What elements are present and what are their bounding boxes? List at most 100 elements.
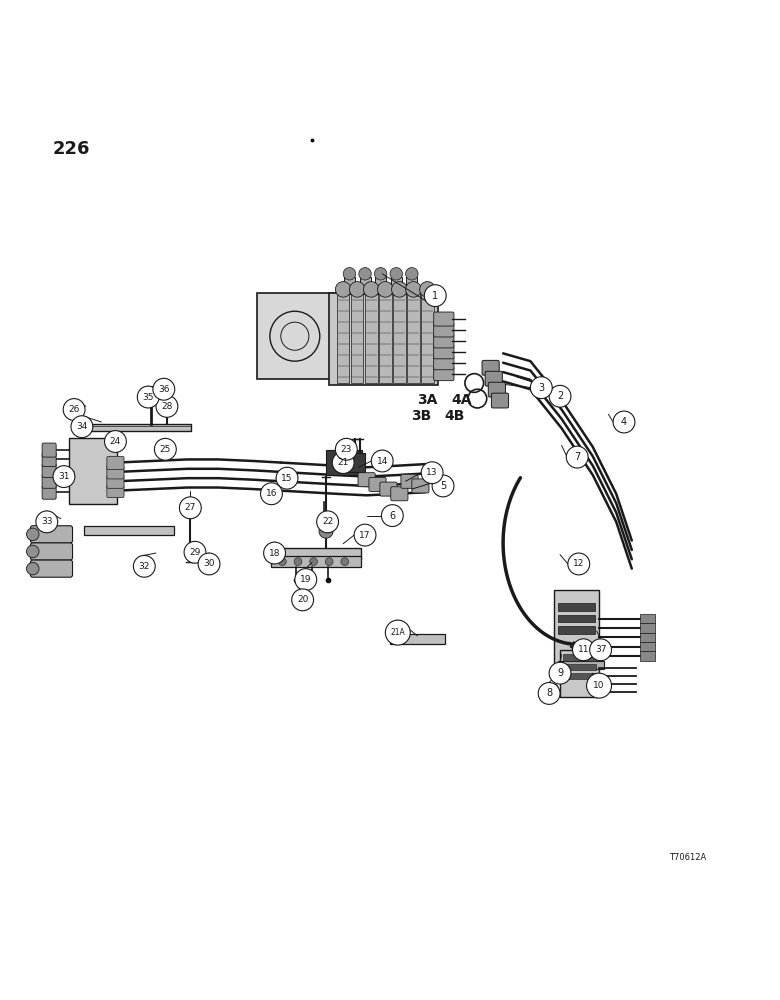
Text: 18: 18 <box>269 549 280 558</box>
Circle shape <box>179 497 201 519</box>
Text: 29: 29 <box>190 548 200 557</box>
FancyBboxPatch shape <box>407 294 420 383</box>
Text: 37: 37 <box>595 645 606 654</box>
Circle shape <box>133 555 155 577</box>
FancyBboxPatch shape <box>563 673 596 679</box>
FancyBboxPatch shape <box>434 334 454 348</box>
FancyBboxPatch shape <box>69 438 117 504</box>
Text: 11: 11 <box>578 645 589 654</box>
FancyBboxPatch shape <box>421 294 434 383</box>
FancyBboxPatch shape <box>640 633 655 642</box>
Text: 5: 5 <box>440 481 446 491</box>
FancyBboxPatch shape <box>393 294 406 383</box>
Text: 14: 14 <box>377 456 388 466</box>
FancyBboxPatch shape <box>271 548 361 558</box>
Text: 28: 28 <box>161 402 172 411</box>
Text: 19: 19 <box>300 575 311 584</box>
FancyBboxPatch shape <box>391 487 408 501</box>
Circle shape <box>341 558 349 566</box>
Text: 36: 36 <box>158 385 169 394</box>
Circle shape <box>432 475 454 497</box>
Text: 32: 32 <box>139 562 150 571</box>
Text: 4A: 4A <box>452 393 472 407</box>
Text: 25: 25 <box>160 445 171 454</box>
FancyBboxPatch shape <box>558 615 595 622</box>
Text: 20: 20 <box>297 595 308 604</box>
Text: 3B: 3B <box>411 409 431 423</box>
Circle shape <box>613 411 635 433</box>
FancyBboxPatch shape <box>412 479 429 493</box>
Text: 7: 7 <box>574 452 580 462</box>
FancyBboxPatch shape <box>485 371 502 386</box>
FancyBboxPatch shape <box>375 277 386 294</box>
Circle shape <box>549 385 571 407</box>
Text: 33: 33 <box>41 517 52 526</box>
FancyBboxPatch shape <box>342 453 365 472</box>
Text: 3A: 3A <box>417 393 438 407</box>
Circle shape <box>71 416 93 438</box>
Circle shape <box>278 558 286 566</box>
FancyBboxPatch shape <box>406 277 417 294</box>
Circle shape <box>27 528 39 541</box>
FancyBboxPatch shape <box>380 482 397 496</box>
FancyBboxPatch shape <box>369 477 386 491</box>
Circle shape <box>295 569 317 590</box>
Circle shape <box>27 562 39 575</box>
Circle shape <box>590 639 612 661</box>
FancyBboxPatch shape <box>42 452 56 466</box>
Circle shape <box>294 558 302 566</box>
FancyBboxPatch shape <box>640 642 655 651</box>
Circle shape <box>276 467 298 489</box>
FancyBboxPatch shape <box>358 473 375 487</box>
Circle shape <box>538 683 560 704</box>
Text: 31: 31 <box>58 472 69 481</box>
FancyBboxPatch shape <box>326 450 362 475</box>
FancyBboxPatch shape <box>30 543 73 560</box>
FancyBboxPatch shape <box>434 312 454 326</box>
Circle shape <box>325 558 333 566</box>
Text: 26: 26 <box>69 405 80 414</box>
Text: 1: 1 <box>432 291 438 301</box>
FancyBboxPatch shape <box>488 382 505 397</box>
FancyBboxPatch shape <box>107 484 124 498</box>
Text: T70612A: T70612A <box>669 853 707 862</box>
FancyBboxPatch shape <box>42 474 56 488</box>
Text: 17: 17 <box>360 531 370 540</box>
Circle shape <box>568 553 590 575</box>
Text: 21: 21 <box>338 458 349 467</box>
Text: 30: 30 <box>204 559 215 568</box>
FancyBboxPatch shape <box>84 526 174 535</box>
FancyBboxPatch shape <box>344 277 355 294</box>
FancyBboxPatch shape <box>379 294 392 383</box>
FancyBboxPatch shape <box>107 466 124 479</box>
Circle shape <box>381 505 403 527</box>
FancyBboxPatch shape <box>42 443 56 457</box>
FancyBboxPatch shape <box>401 474 418 488</box>
Circle shape <box>198 553 220 575</box>
FancyBboxPatch shape <box>558 626 595 634</box>
Circle shape <box>335 438 357 460</box>
Circle shape <box>421 462 443 484</box>
Text: 10: 10 <box>594 681 604 690</box>
Text: 34: 34 <box>76 422 87 431</box>
FancyBboxPatch shape <box>563 654 596 661</box>
Circle shape <box>385 620 410 645</box>
Text: 23: 23 <box>341 445 352 454</box>
Circle shape <box>424 285 446 307</box>
Circle shape <box>566 446 588 468</box>
Circle shape <box>420 282 435 297</box>
FancyBboxPatch shape <box>640 623 655 633</box>
Circle shape <box>573 639 594 661</box>
FancyBboxPatch shape <box>491 393 509 408</box>
Circle shape <box>549 692 558 701</box>
Circle shape <box>549 684 558 693</box>
FancyBboxPatch shape <box>434 356 454 370</box>
Circle shape <box>530 377 552 399</box>
FancyBboxPatch shape <box>391 277 402 294</box>
FancyBboxPatch shape <box>42 485 56 499</box>
Text: 8: 8 <box>546 688 552 698</box>
Circle shape <box>349 282 365 297</box>
Circle shape <box>154 438 176 460</box>
Circle shape <box>587 673 612 698</box>
Circle shape <box>378 282 393 297</box>
